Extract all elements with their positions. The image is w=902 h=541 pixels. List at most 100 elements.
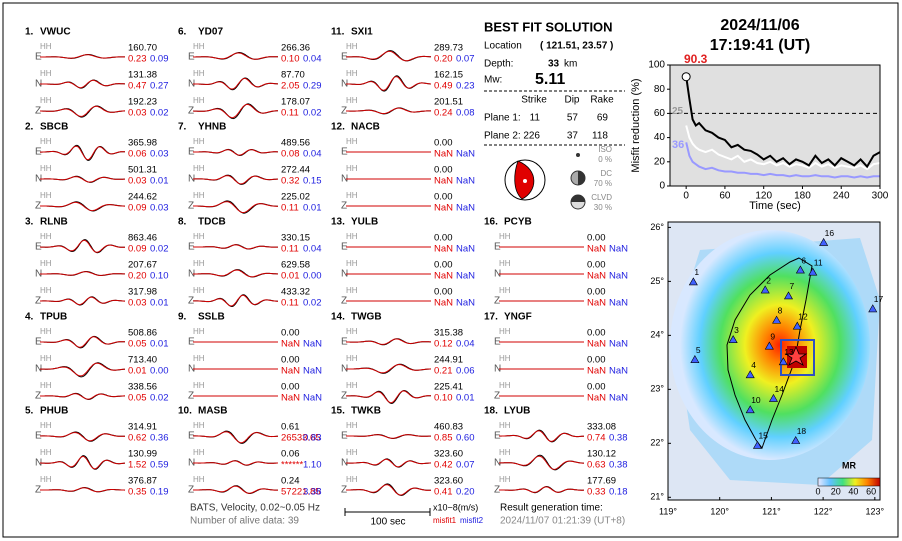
misfit2: 0.08 — [456, 108, 475, 119]
instrument: HH — [499, 475, 511, 484]
component: E — [188, 431, 195, 442]
station-label: 10 — [751, 395, 761, 405]
misfit2: 0.02 — [303, 108, 322, 119]
misfit2: 0.01 — [456, 393, 475, 404]
misfit2: 0.04 — [303, 149, 322, 160]
station-number: 10. — [178, 406, 192, 417]
component-percent: 30 % — [594, 203, 612, 212]
misfit1: 0.03 — [128, 298, 147, 309]
synthetic-trace — [40, 271, 126, 276]
synthetic-trace — [40, 296, 125, 306]
annotation: 25 — [672, 106, 684, 117]
misfit1: 0.03 — [128, 176, 147, 187]
instrument: HH — [193, 69, 205, 78]
component: Z — [35, 296, 41, 307]
station-number: 15. — [331, 406, 345, 417]
column-header: Rake — [590, 95, 614, 106]
misfit1: NaN — [434, 149, 453, 160]
misfit1: 0.49 — [434, 81, 453, 92]
column-header: Dip — [564, 95, 579, 106]
component: E — [341, 431, 348, 442]
amplitude: 508.86 — [128, 328, 157, 339]
component: Z — [341, 391, 347, 402]
misfit2: 0.03 — [150, 203, 169, 214]
amplitude: 0.00 — [281, 355, 300, 366]
component: E — [494, 431, 501, 442]
map-x-tick-label: 121° — [762, 506, 781, 516]
synthetic-trace — [499, 430, 585, 442]
amplitude: 317.98 — [128, 287, 157, 298]
amplitude: 330.15 — [281, 233, 310, 244]
instrument: HH — [499, 232, 511, 241]
component: Z — [188, 296, 194, 307]
instrument: HH — [346, 327, 358, 336]
component: Z — [35, 106, 41, 117]
component: Z — [35, 485, 41, 496]
component: E — [35, 337, 42, 348]
misfit1: 0.05 — [128, 339, 147, 350]
station-marker — [745, 370, 755, 379]
plane-value: 11 — [530, 113, 541, 124]
synthetic-trace — [193, 269, 279, 278]
misfit2: 0.01 — [303, 203, 322, 214]
misfit1: 0.12 — [434, 339, 453, 350]
misfit1: 0.24 — [434, 108, 453, 119]
filter-info: BATS, Velocity, 0.02~0.05 Hz — [190, 503, 320, 514]
amplitude: 0.00 — [587, 287, 606, 298]
component: Z — [341, 296, 347, 307]
instrument: HH — [40, 381, 52, 390]
component: N — [494, 458, 501, 469]
misfit1: NaN — [434, 244, 453, 255]
instrument: HH — [499, 381, 511, 390]
amplitude: 376.87 — [128, 476, 157, 487]
component: Z — [494, 296, 500, 307]
station-marker — [808, 267, 818, 276]
colorbar-tick-label: 40 — [848, 486, 858, 496]
series-line — [685, 142, 880, 179]
component: N — [188, 174, 195, 185]
misfit2: NaN — [456, 176, 475, 187]
misfit2: 0.06 — [456, 366, 475, 377]
misfit2: NaN — [456, 298, 475, 309]
station-marker — [764, 341, 774, 350]
station-label: 2 — [766, 275, 771, 285]
station-number: 4. — [25, 312, 34, 323]
synthetic-trace — [193, 149, 278, 156]
map-y-tick-label: 22° — [650, 438, 664, 448]
amplitude: 0.00 — [587, 382, 606, 393]
synthetic-trace — [39, 239, 125, 253]
misfit1: 0.10 — [281, 54, 300, 65]
plane-value: 57 — [567, 113, 579, 124]
instrument: HH — [499, 259, 511, 268]
instrument: HH — [346, 164, 358, 173]
synthetic-trace — [193, 244, 278, 250]
x-tick-label: 120 — [755, 191, 772, 202]
misfit2: NaN — [456, 203, 475, 214]
station-number: 13. — [331, 217, 345, 228]
misfit2: 0.03 — [150, 149, 169, 160]
x-tick-label: 300 — [872, 191, 889, 202]
misfit2: NaN — [609, 339, 628, 350]
misfit1: 0.62 — [128, 433, 147, 444]
misfit1: 0.03 — [128, 108, 147, 119]
synthetic-trace — [40, 176, 125, 183]
colorbar-tick-label: 20 — [831, 486, 841, 496]
misfit1: NaN — [281, 339, 300, 350]
component: N — [188, 458, 195, 469]
misfit1: 0.08 — [281, 149, 300, 160]
amplitude: 192.23 — [128, 97, 157, 108]
synthetic-trace — [40, 487, 126, 493]
misfit1: 0.11 — [281, 203, 299, 214]
misfit2: NaN — [609, 366, 628, 377]
station-marker — [760, 285, 770, 294]
misfit2: 0.59 — [150, 460, 169, 471]
instrument: HH — [499, 286, 511, 295]
component: Z — [341, 201, 347, 212]
map-x-tick-label: 123° — [866, 506, 885, 516]
amplitude: 0.00 — [434, 165, 453, 176]
component: N — [341, 79, 348, 90]
plot-frame — [669, 64, 881, 187]
station-name: SBCB — [40, 122, 68, 133]
y-axis-label: Misfit reduction (%) — [630, 78, 642, 172]
